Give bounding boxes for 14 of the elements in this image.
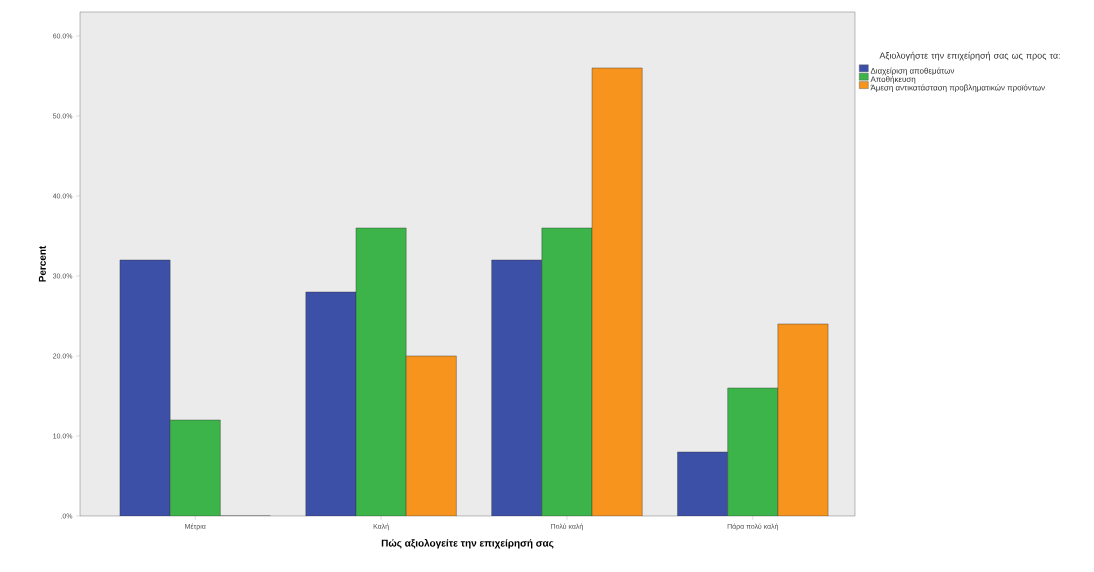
legend-title: Αξιολογήστε την επιχείρησή σας ως προς τα: (879, 51, 1060, 61)
bar (119, 259, 171, 516)
bar (592, 68, 643, 516)
bar (491, 260, 542, 516)
y-axis-title: Percent (38, 245, 46, 282)
bar (727, 387, 779, 516)
bar (777, 323, 829, 516)
bar (405, 355, 457, 516)
bar (541, 228, 593, 516)
bar (355, 227, 407, 516)
bar (677, 451, 728, 516)
x-axis-title: Πώς αξιολογείτε την επιχείρησή σας (381, 539, 554, 549)
bar (169, 419, 221, 516)
bar (305, 291, 357, 516)
